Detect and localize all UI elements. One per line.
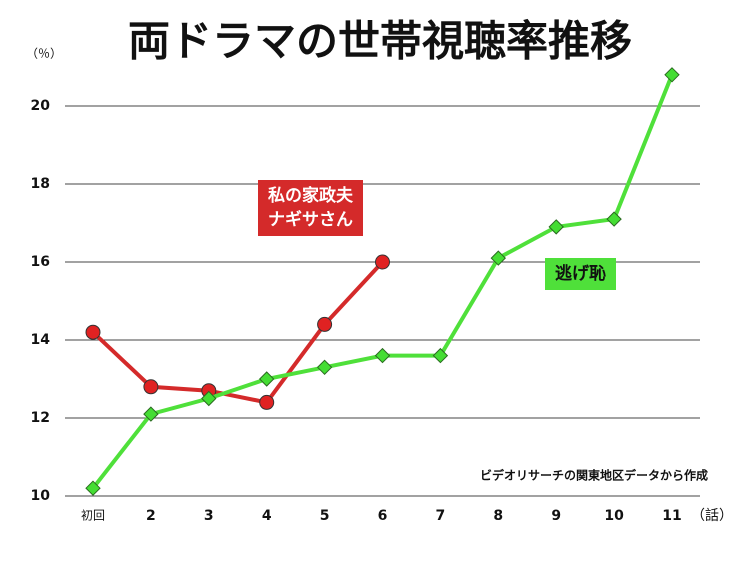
x-tick-label: 6 <box>378 508 388 524</box>
marker <box>258 371 275 387</box>
y-tick-label: 18 <box>31 176 50 192</box>
legend-entry: 私の家政夫 ナギサさん <box>258 180 363 236</box>
marker <box>316 359 333 376</box>
marker <box>85 324 101 340</box>
marker <box>317 316 333 332</box>
annotation: ビデオリサーチの関東地区データから作成 <box>480 468 708 483</box>
marker <box>143 406 159 422</box>
y-tick-label: 20 <box>31 98 51 114</box>
x-tick-label: 初回 <box>81 509 105 523</box>
y-tick-label: 14 <box>31 332 51 348</box>
y-tick-label: 16 <box>31 254 50 270</box>
x-tick-label: 8 <box>493 508 503 524</box>
marker <box>606 211 622 227</box>
y-tick-label: 10 <box>31 488 51 504</box>
y-tick-label: 12 <box>31 410 50 426</box>
marker <box>490 250 507 266</box>
marker <box>432 347 449 364</box>
x-tick-label: 11 <box>662 508 681 524</box>
marker <box>259 394 275 410</box>
legend-entry: 逃げ恥 <box>545 258 616 290</box>
marker <box>548 219 564 235</box>
marker <box>664 67 680 83</box>
x-tick-label: 10 <box>604 508 624 524</box>
marker <box>85 480 101 496</box>
chart-title: 両ドラマの世帯視聴率推移 <box>128 17 632 66</box>
series-line <box>91 260 384 405</box>
x-tick-label: 3 <box>204 508 214 524</box>
marker <box>143 379 159 395</box>
marker <box>201 390 217 407</box>
x-tick-label: 2 <box>146 508 156 524</box>
marker <box>375 254 390 270</box>
x-tick-label: 7 <box>436 508 446 524</box>
x-tick-label: 5 <box>320 508 330 524</box>
x-tick-label: 4 <box>262 508 272 524</box>
y-unit: （％） <box>26 47 62 61</box>
x-tick-label: 9 <box>551 508 561 524</box>
marker <box>374 347 391 364</box>
x-unit: （話） <box>691 507 733 524</box>
